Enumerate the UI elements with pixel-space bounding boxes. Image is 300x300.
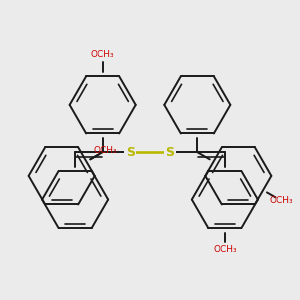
Text: S: S (126, 146, 135, 159)
Text: OCH₃: OCH₃ (91, 50, 115, 59)
Text: OCH₃: OCH₃ (213, 245, 237, 254)
Text: S: S (165, 146, 174, 159)
Text: OCH₃: OCH₃ (93, 146, 117, 155)
Text: OCH₃: OCH₃ (270, 196, 293, 206)
